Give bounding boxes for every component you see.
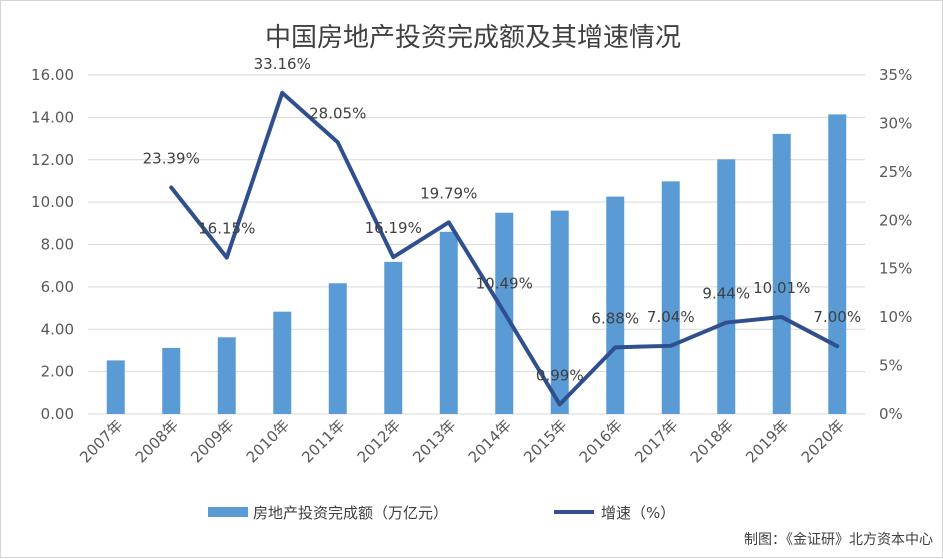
x-axis-tick-label: 2015年 xyxy=(520,416,570,466)
bar xyxy=(828,114,847,414)
left-axis-tick-label: 6.00 xyxy=(41,278,74,296)
bar xyxy=(717,159,736,414)
x-axis-tick-label: 2007年 xyxy=(76,416,126,466)
bar xyxy=(384,261,403,414)
x-axis-tick-label: 2020年 xyxy=(798,416,848,466)
left-axis-tick-label: 10.00 xyxy=(31,193,74,211)
x-axis-ticks: 2007年 2008年 2009年 2010年 2011年 2012年 2013年 2014年… xyxy=(76,416,848,466)
bar xyxy=(273,311,292,414)
gridlines xyxy=(88,74,865,415)
growth-line xyxy=(169,90,840,407)
bar xyxy=(162,347,181,414)
left-axis-tick-label: 16.00 xyxy=(31,66,74,84)
data-label: 19.79% xyxy=(420,184,477,202)
x-axis-tick-label: 2010年 xyxy=(243,416,293,466)
data-label: 16.15% xyxy=(198,220,255,238)
x-axis-tick-label: 2011年 xyxy=(298,416,348,466)
right-axis-tick-label: 35% xyxy=(879,66,912,84)
bar xyxy=(439,231,458,414)
bar-series xyxy=(106,114,847,414)
data-label: 33.16% xyxy=(254,55,311,73)
x-axis-tick-label: 2013年 xyxy=(409,416,459,466)
data-label: 0.99% xyxy=(536,366,584,384)
data-label: 10.49% xyxy=(476,274,533,292)
bar xyxy=(550,210,569,414)
bar xyxy=(328,283,347,414)
left-axis-tick-label: 8.00 xyxy=(41,236,74,254)
data-label: 28.05% xyxy=(309,104,366,122)
data-label: 7.00% xyxy=(813,308,861,326)
line-series xyxy=(169,90,840,407)
data-label: 16.19% xyxy=(365,219,422,237)
left-axis-tick-label: 0.00 xyxy=(41,405,74,423)
data-label: 10.01% xyxy=(753,279,810,297)
right-axis-tick-label: 20% xyxy=(879,211,912,229)
data-labels: 23.39% 16.15% 33.16% 28.05% 16.19% 19.79% 10.4… xyxy=(143,55,861,385)
bar xyxy=(661,181,680,414)
x-axis-tick-label: 2009年 xyxy=(187,416,237,466)
x-axis-tick-label: 2018年 xyxy=(687,416,737,466)
right-axis-ticks: 0% 5% 10% 15% 20% 25% 30% 35% xyxy=(879,66,912,423)
x-axis-tick-label: 2019年 xyxy=(742,416,792,466)
bar xyxy=(217,337,236,414)
x-axis-tick-label: 2017年 xyxy=(631,416,681,466)
bar xyxy=(606,196,625,414)
x-axis-tick-label: 2008年 xyxy=(132,416,182,466)
bar xyxy=(106,360,125,414)
bar xyxy=(772,133,791,414)
legend-label-bar: 房地产投资完成额（万亿元） xyxy=(253,504,448,522)
credit-text: 制图：《金证研》北方资本中心 xyxy=(744,532,933,548)
data-label: 23.39% xyxy=(143,149,200,167)
right-axis-tick-label: 0% xyxy=(879,405,903,423)
x-axis-tick-label: 2016年 xyxy=(576,416,626,466)
left-axis-tick-label: 2.00 xyxy=(41,363,74,381)
data-label: 6.88% xyxy=(591,309,639,327)
data-label: 7.04% xyxy=(647,308,695,326)
chart-title: 中国房地产投资完成额及其增速情况 xyxy=(265,23,681,53)
right-axis-tick-label: 25% xyxy=(879,163,912,181)
legend: 房地产投资完成额（万亿元） 增速（%） xyxy=(208,504,675,522)
right-axis-tick-label: 10% xyxy=(879,308,912,326)
right-axis-tick-label: 30% xyxy=(879,114,912,132)
left-axis-ticks: 0.00 2.00 4.00 6.00 8.00 10.00 12.00 14.00 16.00 xyxy=(31,66,74,423)
right-axis-tick-label: 5% xyxy=(879,357,903,375)
data-label: 9.44% xyxy=(702,285,750,303)
left-axis-tick-label: 4.00 xyxy=(41,320,74,338)
left-axis-tick-label: 14.00 xyxy=(31,108,74,126)
x-axis-tick-label: 2014年 xyxy=(465,416,515,466)
right-axis-tick-label: 15% xyxy=(879,260,912,278)
legend-swatch-bar xyxy=(208,507,248,517)
x-axis-tick-label: 2012年 xyxy=(354,416,404,466)
left-axis-tick-label: 12.00 xyxy=(31,151,74,169)
legend-label-line: 增速（%） xyxy=(601,504,675,522)
